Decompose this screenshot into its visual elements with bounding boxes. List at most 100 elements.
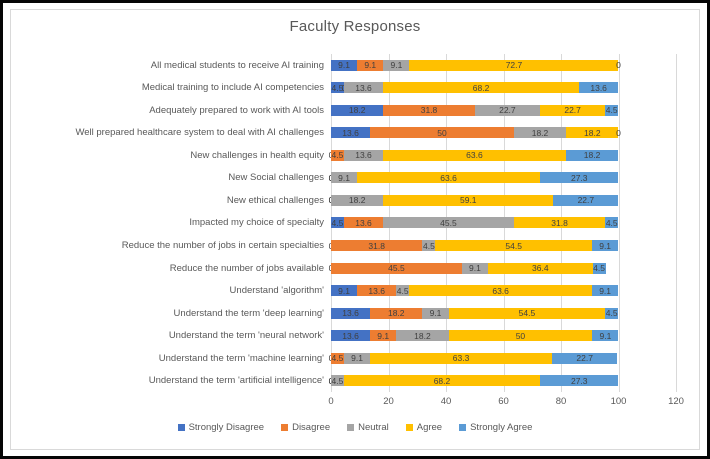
segment-value-label: 59.1 [459, 195, 477, 206]
chart-rows: All medical students to receive AI train… [11, 54, 676, 392]
bar-track: 9.1 13.6 4.5 63.6 9.1 [331, 285, 676, 297]
chart-row: Understand the term 'deep learning' 13.6 1… [11, 302, 676, 325]
bar-segment-neutral: 18.2 [396, 330, 449, 342]
chart-row: Understand 'algorithm' 9.1 13.6 4.5 63.6 9.1 [11, 279, 676, 302]
bar-segment-agree: 63.6 [409, 285, 593, 297]
bar-track: 045.59.136.44.5 [329, 262, 676, 274]
segment-value-label: 4.5 [605, 307, 618, 318]
bar-segment-neutral: 13.6 [343, 82, 384, 94]
bar-track: 031.84.554.59.1 [329, 240, 676, 252]
legend-color-swatch [405, 424, 413, 431]
bar-segment-neutral: 4.5 [422, 240, 436, 252]
legend-label: Strongly Agree [470, 422, 533, 433]
bar-segment-disagree: 31.8 [331, 240, 423, 252]
bar-segment-strongly-agree: 4.5 [605, 307, 619, 319]
stacked-bar: 031.84.554.59.1 [329, 240, 676, 252]
bar-segment-agree: 68.2 [383, 82, 580, 94]
segment-value-label: 13.6 [342, 127, 359, 138]
bar-segment-agree: 18.2 [566, 127, 619, 139]
bar-segment-strongly-disagree: 9.1 [331, 59, 358, 71]
segment-value-label: 22.7 [577, 195, 595, 206]
segment-value-label: 18.2 [348, 105, 366, 116]
segment-value-label: 0 [616, 127, 621, 138]
legend-item-neutral: Neutral [347, 422, 389, 433]
segment-value-label: 4.5 [331, 217, 344, 228]
bar-segment-strongly-agree: 18.2 [565, 149, 619, 161]
bar-segment-agree: 50 [448, 330, 593, 342]
segment-value-label: 13.6 [355, 150, 372, 161]
segment-value-label: 63.6 [492, 285, 509, 296]
segment-value-label: 31.8 [551, 217, 568, 228]
category-label: Understand the term 'deep learning' [173, 307, 324, 319]
bar-track: 04.513.663.618.2 [329, 149, 676, 161]
segment-value-label: 13.6 [342, 330, 359, 341]
segment-value-label: 9.1 [390, 60, 403, 71]
legend-color-swatch [177, 424, 185, 431]
bar-segment-neutral: 9.1 [422, 307, 449, 319]
bar-track: 04.59.163.322.7 [329, 352, 676, 364]
x-tick-label: 100 [610, 396, 627, 407]
bar-segment-agree: 72.7 [409, 59, 619, 71]
category-label: New ethical challenges [226, 194, 324, 206]
category-label: All medical students to receive AI train… [150, 59, 324, 71]
category-label: New Social challenges [228, 172, 324, 184]
bar-segment-strongly-agree: 9.1 [592, 330, 619, 342]
bar-segment-neutral: 45.5 [383, 217, 514, 229]
segment-value-label: 4.5 [593, 262, 605, 273]
stacked-bar: 9.1 13.6 4.5 63.6 9.1 [331, 285, 676, 297]
stacked-bar: 13.6 50 18.2 18.2 0 [331, 127, 676, 139]
bar-segment-neutral: 9.1 [461, 262, 488, 274]
bar-segment-neutral: 22.7 [474, 104, 540, 116]
bar-segment-agree: 63.3 [370, 352, 553, 364]
category-label: Reduce the number of jobs available [169, 262, 324, 274]
chart-container: Faculty Responses All medical students t… [10, 9, 700, 450]
segment-value-label: 18.2 [584, 127, 601, 138]
stacked-bar: 9.1 9.1 9.1 72.7 0 [331, 59, 676, 71]
segment-value-label: 18.2 [531, 127, 549, 138]
legend-label: Disagree [292, 422, 331, 433]
x-tick-label: 80 [555, 396, 567, 407]
segment-value-label: 18.2 [348, 195, 366, 206]
chart-row: Medical training to include AI competenc… [11, 77, 676, 100]
bar-segment-agree: 63.6 [357, 172, 540, 184]
chart-title: Faculty Responses [289, 18, 421, 35]
segment-value-label: 4.5 [396, 285, 409, 296]
segment-value-label: 54.5 [518, 307, 536, 318]
chart-row: Understand the term 'neural network' 13.6… [11, 324, 676, 347]
segment-value-label: 18.2 [387, 307, 405, 318]
legend: Strongly Disagree Disagree Neutral Agree Str… [11, 422, 699, 433]
segment-value-label: 31.8 [420, 105, 438, 116]
stacked-bar: 009.163.627.3 [329, 172, 676, 184]
stacked-bar: 13.6 9.1 18.2 50 9.1 [331, 330, 676, 342]
segment-value-label: 9.1 [377, 330, 390, 341]
segment-value-label: 4.5 [331, 82, 344, 93]
segment-value-label: 4.5 [331, 150, 344, 161]
segment-value-label: 4.5 [605, 105, 618, 116]
bar-segment-disagree: 31.8 [383, 104, 475, 116]
legend-label: Agree [416, 422, 443, 433]
segment-value-label: 13.6 [590, 82, 607, 93]
bar-segment-strongly-disagree: 4.5 [331, 82, 344, 94]
segment-value-label: 68.2 [433, 375, 451, 386]
bar-segment-strongly-agree: 13.6 [579, 82, 619, 94]
chart-row: Understand the term 'machine learning'04… [11, 347, 676, 370]
segment-value-label: 13.6 [355, 217, 372, 228]
segment-value-label: 54.5 [505, 240, 522, 251]
segment-value-label: 9.1 [338, 172, 350, 183]
bar-segment-disagree: 18.2 [370, 307, 423, 319]
bar-track: 004.568.227.3 [329, 375, 676, 387]
gridline [618, 54, 620, 392]
x-tick-label: 60 [498, 396, 509, 407]
legend-item-disagree: Disagree [281, 422, 330, 433]
legend-label: Strongly Disagree [188, 422, 265, 433]
legend-item-strongly-disagree: Strongly Disagree [177, 422, 265, 433]
category-label: Understand the term 'neural network' [168, 330, 324, 342]
bar-segment-agree: 54.5 [435, 240, 593, 252]
segment-value-label: 9.1 [599, 330, 612, 341]
category-label: Medical training to include AI competenc… [141, 82, 324, 94]
segment-value-label: 4.5 [331, 375, 344, 386]
stacked-bar: 18.2 31.8 22.7 22.7 4.5 [331, 104, 676, 116]
bar-segment-neutral: 18.2 [513, 127, 567, 139]
segment-value-label: 13.6 [368, 285, 385, 296]
bar-track: 18.2 31.8 22.7 22.7 4.5 [331, 104, 676, 116]
